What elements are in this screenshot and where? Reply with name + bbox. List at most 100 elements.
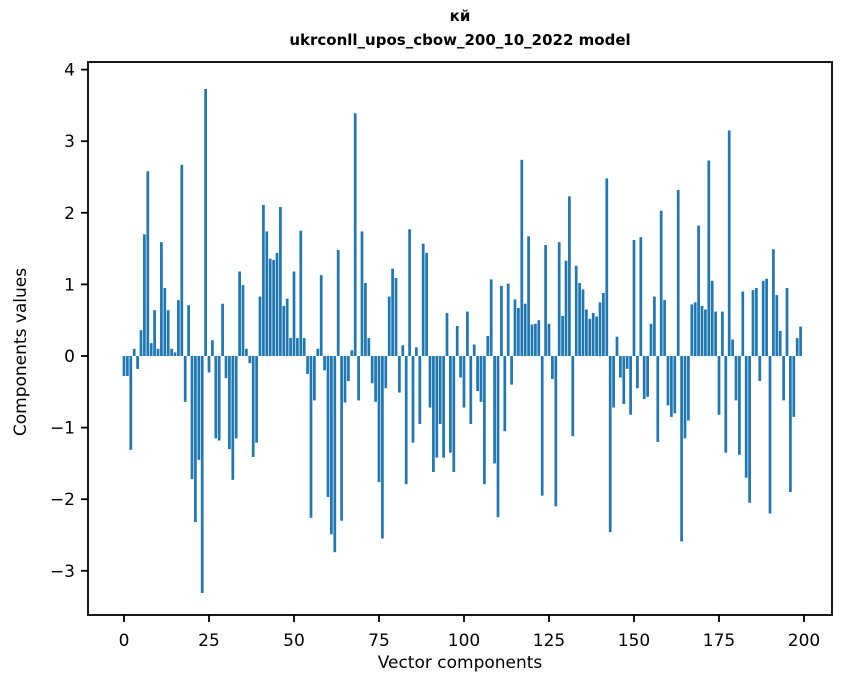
bar: [326, 356, 330, 498]
bar: [727, 130, 731, 356]
bar: [323, 356, 326, 371]
bar: [255, 356, 258, 443]
bar: [330, 356, 333, 535]
y-tick-label: 2: [64, 204, 75, 224]
bar: [792, 356, 796, 417]
bar: [761, 280, 765, 356]
bar: [561, 315, 564, 356]
bar: [642, 356, 646, 399]
bar: [479, 356, 483, 402]
bar: [166, 310, 170, 356]
bar: [503, 356, 507, 432]
bar: [629, 356, 632, 415]
bar: [143, 234, 146, 356]
bar: [217, 356, 221, 441]
bar: [782, 356, 785, 401]
bar: [207, 356, 211, 373]
bar: [248, 356, 252, 364]
x-tick-label: 75: [368, 631, 390, 651]
bar: [428, 356, 432, 408]
bar: [442, 356, 445, 458]
bar: [483, 356, 486, 485]
bar: [146, 171, 150, 356]
bar: [398, 356, 401, 393]
bar: [517, 308, 520, 356]
bar: [245, 348, 248, 356]
bar: [625, 356, 629, 369]
bar: [432, 356, 435, 472]
bar: [435, 356, 439, 458]
bar: [693, 302, 697, 356]
bar: [568, 196, 571, 356]
bar: [520, 159, 524, 356]
bar: [500, 285, 503, 356]
x-tick-label: 0: [119, 631, 130, 651]
bar: [194, 356, 197, 523]
bar: [537, 320, 541, 356]
chart-title-line2: ukrconll_upos_cbow_200_10_2022 model: [289, 31, 631, 49]
bar: [350, 350, 354, 356]
bar: [347, 356, 350, 382]
bar: [598, 302, 602, 356]
bar: [183, 356, 187, 402]
bar: [343, 356, 347, 403]
bar: [455, 325, 459, 356]
bar: [394, 277, 398, 356]
bar: [153, 310, 156, 356]
bar: [381, 356, 384, 539]
bar: [462, 356, 466, 408]
bar: [714, 311, 717, 356]
bar: [292, 271, 296, 356]
bar: [122, 356, 126, 377]
bar: [765, 278, 768, 356]
bar: [156, 348, 160, 356]
bar: [170, 348, 173, 356]
bar: [418, 356, 422, 425]
bar: [734, 356, 738, 401]
bar: [673, 356, 677, 414]
bar: [268, 258, 272, 356]
bar: [224, 356, 228, 379]
bar: [608, 356, 612, 533]
x-tick-label: 150: [618, 631, 650, 651]
bar: [466, 311, 469, 356]
bar: [173, 352, 177, 356]
bar: [299, 230, 303, 356]
bar: [758, 356, 762, 382]
bar: [612, 356, 615, 408]
bar: [588, 318, 592, 356]
x-tick-label: 175: [703, 631, 735, 651]
y-tick-label: 4: [64, 61, 75, 81]
bar: [258, 296, 262, 356]
bar: [132, 348, 136, 356]
bar: [721, 311, 724, 356]
bar: [724, 356, 728, 453]
bar: [265, 231, 269, 356]
bar: [231, 356, 235, 480]
chart-title-line1: кй: [449, 7, 471, 25]
bar: [391, 268, 394, 356]
bar: [795, 338, 799, 356]
bar: [163, 287, 167, 356]
bar: [200, 356, 204, 593]
bar: [190, 356, 194, 480]
y-tick-label: −1: [50, 419, 75, 439]
bar: [408, 229, 411, 356]
bar: [234, 356, 238, 439]
bar: [731, 339, 734, 356]
x-tick-label: 100: [448, 631, 480, 651]
bar: [272, 260, 275, 356]
y-tick-label: −2: [50, 490, 75, 510]
bar: [421, 243, 425, 356]
bar: [639, 237, 643, 356]
bar: [353, 113, 357, 356]
bar: [591, 313, 595, 356]
bar: [738, 356, 741, 455]
bar: [316, 348, 320, 356]
bar: [523, 303, 527, 356]
bar: [605, 178, 609, 356]
bar: [340, 356, 343, 521]
bar: [527, 236, 530, 356]
bar: [241, 285, 245, 356]
